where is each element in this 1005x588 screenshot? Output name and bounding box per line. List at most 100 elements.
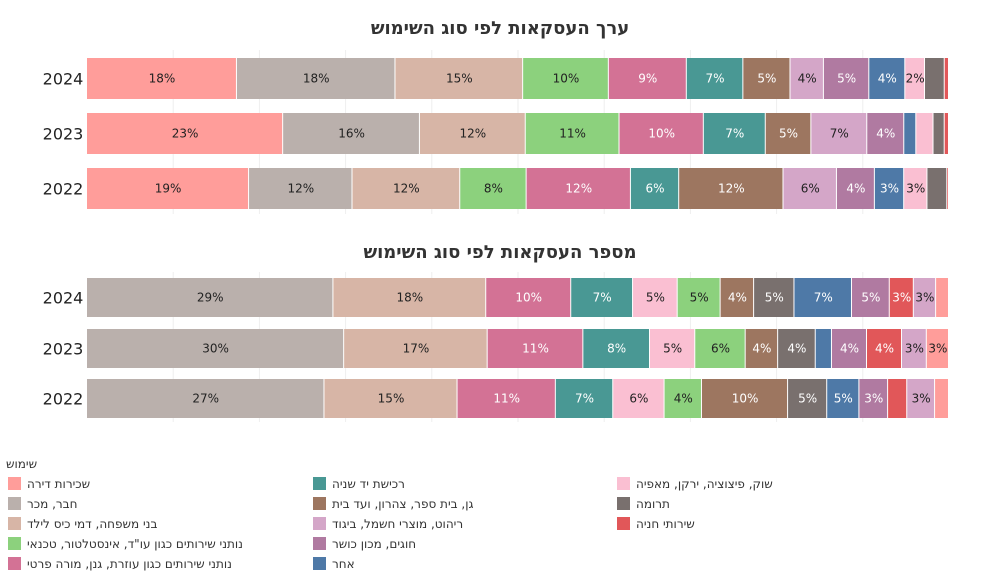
bar-segment-נותני-שירותים-כגון-עוזרת-גנן-מורה-פרטי-2024 — [608, 58, 686, 99]
data-label: 12% — [460, 127, 487, 141]
legend-item-חוגים-מכון-כושר: חוגים, מכון כושר — [313, 537, 416, 551]
legend-item-חבר-מכר: חבר, מכר — [8, 497, 77, 511]
bar-segment-תרומה-2023 — [778, 329, 815, 368]
year-label-2024: 2024 — [43, 70, 84, 89]
bar-segment-תרומה-2024 — [925, 58, 944, 99]
data-label: 12% — [565, 182, 592, 196]
data-label: 11% — [559, 127, 586, 141]
bar-segment-שירותי-חניה-2023 — [944, 113, 948, 154]
data-label: 6% — [646, 182, 665, 196]
legend-label: נותני שירותים כגון עו"ד, אינסטלטור, טכנא… — [27, 537, 243, 551]
bar-segment-חבר-מכר-2022 — [87, 379, 324, 418]
legend-swatch — [617, 497, 630, 510]
data-label: 10% — [553, 72, 580, 86]
bar-segment-ריהוט-מוצרי-חשמל-ביגוד-2023 — [902, 329, 926, 368]
bar-segment-נותני-שירותים-כגון-עו-ד-אינסטלטור-טכנאי-2022 — [664, 379, 701, 418]
bar-segment-גן-בית-ספר-צהרון-ועד-בית-2023 — [745, 329, 778, 368]
legend-label: חבר, מכר — [27, 497, 77, 511]
legend-swatch — [8, 517, 21, 530]
bar-segment-ריהוט-מוצרי-חשמל-ביגוד-2023 — [811, 113, 867, 154]
bar-segment-אחר-2023 — [904, 113, 916, 154]
year-label-2023: 2023 — [43, 340, 84, 359]
bar-segment-נותני-שירותים-כגון-עו-ד-אינסטלטור-טכנאי-2023 — [525, 113, 619, 154]
bar-segment-שירותי-חניה-2024 — [944, 58, 948, 99]
bar-segment-חבר-מכר-2022 — [249, 168, 352, 209]
bar-segment-חוגים-מכון-כושר-2024 — [851, 278, 889, 317]
data-label: 15% — [446, 72, 473, 86]
data-label: 4% — [798, 72, 817, 86]
bar-segment-גן-בית-ספר-צהרון-ועד-בית-2022 — [679, 168, 783, 209]
legend-item-שירותי-חניה: שירותי חניה — [617, 517, 695, 531]
bar-segment-שירותי-חניה-2022 — [888, 379, 907, 418]
legend-label: נותני שירותים כגון עוזרת, גנן, מורה פרטי — [27, 557, 232, 571]
legend-label: בני משפחה, דמי כיס לילד — [27, 517, 157, 531]
bar-segment-שוק-פיצוציה-ירקן-מאפיה-2024 — [905, 58, 925, 99]
data-label: 7% — [814, 291, 833, 305]
data-label: 3% — [906, 182, 925, 196]
data-label: 4% — [840, 342, 859, 356]
data-label: 4% — [846, 182, 865, 196]
legend-label: אחר — [332, 557, 355, 571]
data-label: 5% — [663, 342, 682, 356]
bar-segment-אחר-2022 — [827, 379, 859, 418]
data-label: 30% — [202, 342, 229, 356]
legend-item-בני-משפחה-דמי-כיס-לילד: בני משפחה, דמי כיס לילד — [8, 517, 157, 531]
bar-segment-נותני-שירותים-כגון-עו-ד-אינסטלטור-טכנאי-2024 — [523, 58, 608, 99]
bar-segment-נותני-שירותים-כגון-עוזרת-גנן-מורה-פרטי-2024 — [486, 278, 571, 317]
bar-segment-רכישת-יד-שניה-2023 — [583, 329, 649, 368]
legend-label: חוגים, מכון כושר — [332, 537, 416, 551]
legend-item-נותני-שירותים-כגון-עוזרת-גנן-מורה-פרטי: נותני שירותים כגון עוזרת, גנן, מורה פרטי — [8, 557, 232, 571]
bar-segment-חבר-מכר-2024 — [87, 278, 333, 317]
data-label: 4% — [674, 392, 693, 406]
bar-segment-שירותי-חניה-2022 — [947, 168, 948, 209]
legend-item-ריהוט-מוצרי-חשמל-ביגוד: ריהוט, מוצרי חשמל, ביגוד — [313, 517, 463, 531]
legend-swatch — [313, 477, 326, 490]
bar-segment-גן-בית-ספר-צהרון-ועד-בית-2024 — [743, 58, 790, 99]
data-label: 19% — [155, 182, 182, 196]
data-label: 23% — [172, 127, 199, 141]
data-label: 7% — [575, 392, 594, 406]
bar-segment-חוגים-מכון-כושר-2022 — [836, 168, 874, 209]
data-label: 4% — [752, 342, 771, 356]
year-label-2023: 2023 — [43, 125, 84, 144]
data-label: 5% — [834, 392, 853, 406]
bar-segment-ריהוט-מוצרי-חשמל-ביגוד-2024 — [913, 278, 936, 317]
year-label-2022: 2022 — [43, 390, 84, 409]
legend-swatch — [313, 537, 326, 550]
bar-segment-תרומה-2023 — [933, 113, 944, 154]
legend-title: שימוש — [6, 457, 37, 471]
bar-segment-רכישת-יד-שניה-2024 — [686, 58, 743, 99]
bar-segment-נותני-שירותים-כגון-עוזרת-גנן-מורה-פרטי-2023 — [487, 329, 583, 368]
legend-swatch — [8, 557, 21, 570]
data-label: 9% — [638, 72, 657, 86]
data-label: 18% — [303, 72, 330, 86]
chart-title-count: מספר העסקאות לפי סוג השימוש — [363, 242, 636, 263]
legend-item-שוק-פיצוציה-ירקן-מאפיה: שוק, פיצוציה, ירקן, מאפיה — [617, 477, 773, 491]
bar-segment-חבר-מכר-2023 — [283, 113, 419, 154]
bar-segment-שוק-פיצוציה-ירקן-מאפיה-2023 — [916, 113, 933, 154]
bar-segment-חבר-מכר-2023 — [87, 329, 344, 368]
bar-segment-נותני-שירותים-כגון-עו-ד-אינסטלטור-טכנאי-2023 — [695, 329, 745, 368]
bar-segment-שכירות-דירה-2022 — [935, 379, 948, 418]
bar-segment-תרומה-2022 — [927, 168, 947, 209]
value-by-usage-chart: ערך העסקאות לפי סוג השימוש 18% 18% 15% 10% 9… — [43, 18, 948, 214]
bar-segment-שירותי-חניה-2023 — [866, 329, 902, 368]
data-label: 10% — [732, 392, 759, 406]
data-label: 3% — [905, 342, 924, 356]
data-label: 5% — [861, 291, 880, 305]
bar-segment-גן-בית-ספר-צהרון-ועד-בית-2024 — [720, 278, 754, 317]
data-label: 3% — [915, 291, 934, 305]
bar-segment-שכירות-דירה-2022 — [87, 168, 249, 209]
data-label: 3% — [912, 392, 931, 406]
data-label: 4% — [728, 291, 747, 305]
data-label: 18% — [396, 291, 423, 305]
data-label: 16% — [338, 127, 365, 141]
bar-segment-רכישת-יד-שניה-2022 — [555, 379, 613, 418]
legend-item-גן-בית-ספר-צהרון-ועד-בית: גן, בית ספר, צהרון, ועד בית — [313, 497, 473, 511]
bar-segment-תרומה-2024 — [754, 278, 794, 317]
legend-item-רכישת-יד-שניה: רכישת יד שניה — [313, 477, 405, 491]
bar-segment-תרומה-2022 — [788, 379, 827, 418]
legend-item-שכירות-דירה: שכירות דירה — [8, 477, 90, 491]
data-label: 12% — [287, 182, 314, 196]
bar-segment-בני-משפחה-דמי-כיס-לילד-2024 — [395, 58, 523, 99]
